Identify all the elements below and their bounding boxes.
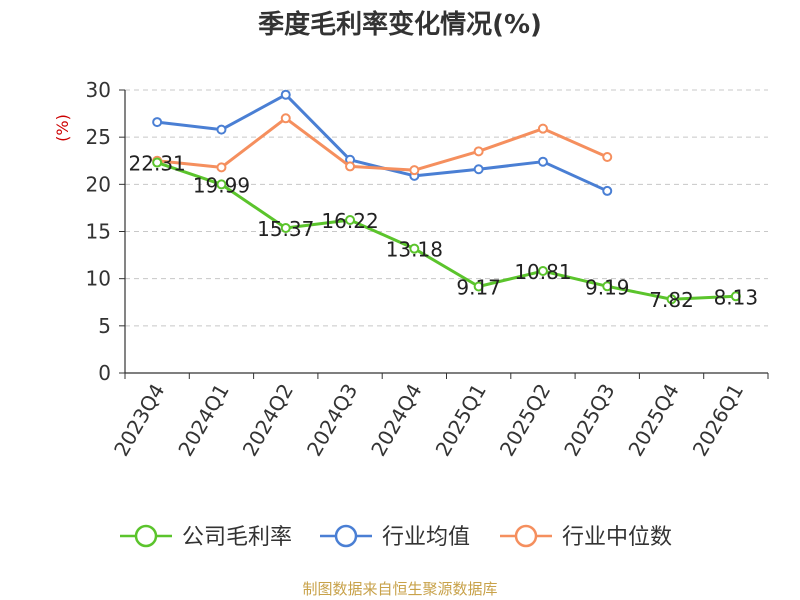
x-tick-label: 2024Q2 [238, 380, 298, 461]
x-tick-label: 2025Q4 [623, 380, 683, 461]
data-label: 13.18 [386, 238, 443, 262]
x-tick-label: 2025Q1 [431, 380, 491, 461]
data-point [216, 179, 227, 190]
data-label: 22.31 [129, 152, 186, 176]
data-point [537, 156, 548, 167]
data-point [602, 185, 613, 196]
data-point [280, 89, 291, 100]
data-point [537, 266, 548, 277]
data-point [409, 165, 420, 176]
data-label: 8.13 [714, 285, 759, 309]
legend-item[interactable]: 行业均值 [320, 524, 470, 550]
chart-title: 季度毛利率变化情况(%) [258, 10, 542, 40]
x-tick-label: 2026Q1 [688, 380, 748, 461]
x-tick-label: 2025Q2 [495, 380, 555, 461]
legend-item[interactable]: 行业中位数 [500, 524, 672, 550]
data-point [152, 117, 163, 128]
legend-marker [134, 524, 158, 548]
data-point [730, 291, 741, 302]
y-tick-label: 5 [98, 314, 111, 338]
data-label: 10.81 [514, 260, 571, 284]
x-tick-label: 2024Q1 [173, 380, 233, 461]
data-label-layer: 22.31 19.99 15.37 16.22 13.18 9.17 10.81 9.19 7.… [129, 152, 759, 313]
data-label: 15.37 [257, 217, 314, 241]
y-tick-label: 25 [86, 125, 111, 149]
legend[interactable]: 公司毛利率 行业均值 行业中位数 [120, 524, 672, 550]
data-point [216, 124, 227, 135]
legend-label: 公司毛利率 [182, 525, 292, 550]
data-point [345, 161, 356, 172]
y-tick-label: 30 [86, 78, 111, 102]
legend-marker [334, 524, 358, 548]
data-point [473, 164, 484, 175]
data-point [473, 281, 484, 292]
series-layer [152, 89, 741, 305]
source-note: 制图数据来自恒生聚源数据库 [302, 580, 498, 598]
data-point [666, 294, 677, 305]
y-tick-label: 20 [86, 172, 111, 196]
legend-item[interactable]: 公司毛利率 [120, 524, 292, 550]
grid-layer [125, 89, 768, 327]
data-point [602, 151, 613, 162]
data-label: 9.17 [456, 275, 501, 299]
data-point [280, 223, 291, 234]
data-point [152, 157, 163, 168]
y-tick-label: 0 [98, 361, 111, 385]
data-point [473, 146, 484, 157]
legend-label: 行业均值 [382, 525, 470, 550]
data-point [602, 281, 613, 292]
x-tick-label: 2024Q3 [302, 380, 362, 461]
data-point [345, 214, 356, 225]
data-label: 7.82 [649, 288, 694, 312]
data-point [409, 243, 420, 254]
series-line-2 [156, 116, 608, 172]
data-point [537, 123, 548, 134]
data-label: 16.22 [321, 209, 378, 233]
x-tick-label: 2023Q4 [109, 380, 169, 461]
data-point [280, 113, 291, 124]
data-label: 9.19 [585, 275, 630, 299]
legend-label: 行业中位数 [562, 525, 672, 550]
y-axis-label: (%) [53, 114, 72, 142]
data-label: 19.99 [193, 173, 250, 197]
x-tick-label: 2025Q3 [559, 380, 619, 461]
x-tick-label: 2024Q4 [366, 380, 426, 461]
y-tick-label: 10 [86, 267, 111, 291]
data-point [216, 162, 227, 173]
y-tick-label: 15 [86, 220, 111, 244]
series-line-0 [156, 161, 736, 301]
legend-marker [514, 524, 538, 548]
